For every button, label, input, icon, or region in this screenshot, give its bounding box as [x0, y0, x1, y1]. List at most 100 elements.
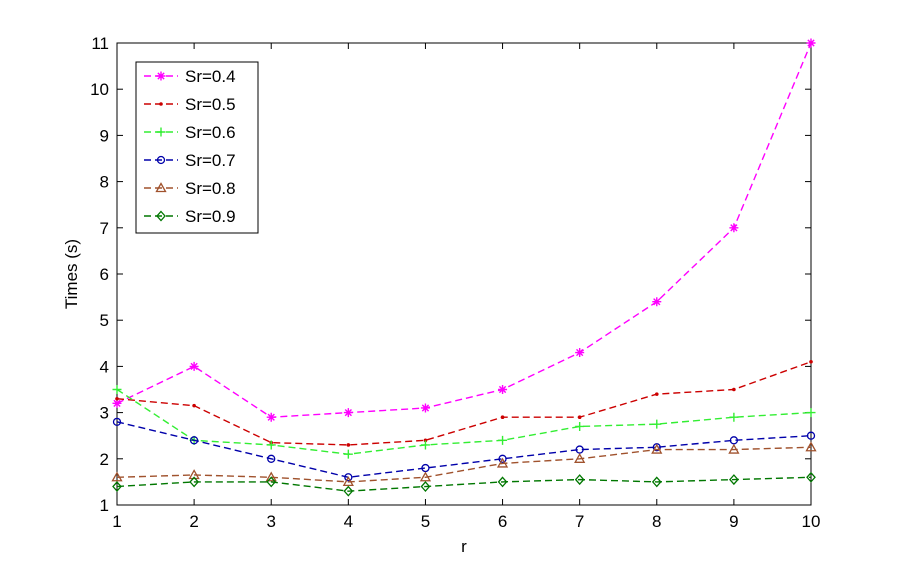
x-tick-label: 4 [344, 512, 353, 531]
data-point-plus [112, 385, 122, 394]
data-point-star [420, 403, 430, 413]
data-point-star [729, 223, 739, 233]
legend-entry: Sr=0.5 [144, 95, 236, 114]
x-tick-label: 9 [729, 512, 738, 531]
data-point-diamond [112, 481, 122, 492]
data-point-dot [732, 387, 736, 392]
series-Sr=0.9 [112, 471, 816, 497]
data-point-triangle [651, 443, 663, 454]
legend-label: Sr=0.7 [185, 151, 236, 170]
legend-entry: Sr=0.8 [144, 179, 236, 198]
data-point-dot [423, 438, 428, 443]
x-tick-label: 3 [266, 512, 275, 531]
data-point-circle [156, 155, 166, 165]
data-point-circle [189, 436, 199, 445]
legend-box [135, 61, 259, 234]
data-point-plus [652, 419, 662, 429]
legend: Sr=0.4 Sr=0.5 Sr=0.6 Sr=0.7 Sr=0.8 Sr=0.9 [135, 61, 259, 234]
legend-label: Sr=0.6 [185, 123, 236, 142]
y-tick-label: 11 [91, 34, 109, 53]
data-point-triangle [265, 471, 277, 482]
series-line [116, 42, 812, 418]
data-point-star [343, 408, 353, 418]
data-point-triangle [574, 452, 586, 463]
series-Sr=0.4 [112, 38, 816, 422]
data-point-plus [575, 421, 585, 431]
legend-entry: Sr=0.6 [144, 123, 236, 142]
series-line [116, 476, 812, 492]
data-point-dot [115, 396, 119, 401]
legend-entry: Sr=0.4 [144, 67, 236, 86]
data-point-dot [159, 102, 163, 106]
data-point-dot [654, 392, 659, 396]
x-tick-label: 1 [112, 512, 121, 531]
series-layer [111, 38, 817, 497]
data-point-star [498, 385, 508, 394]
data-point-plus [729, 412, 739, 422]
legend-entry: Sr=0.7 [144, 151, 236, 170]
data-point-circle [112, 417, 122, 426]
data-point-dot [500, 415, 505, 420]
data-point-triangle [111, 471, 123, 482]
data-point-triangle [419, 471, 432, 482]
data-point-diamond [729, 474, 739, 486]
data-point-diamond [420, 481, 431, 492]
data-point-dot [192, 403, 196, 408]
data-point-diamond [574, 474, 585, 486]
data-point-plus [343, 449, 353, 459]
data-point-dot [809, 359, 813, 364]
data-point-diamond [497, 476, 508, 488]
data-point-plus [420, 440, 430, 450]
x-tick-label: 5 [421, 512, 430, 531]
data-point-star [156, 71, 166, 81]
data-point-star [112, 398, 122, 408]
legend-label: Sr=0.5 [185, 95, 236, 114]
data-point-circle [344, 473, 353, 482]
x-tick-label: 6 [498, 512, 507, 531]
data-point-diamond [651, 476, 662, 488]
y-tick-label: 1 [100, 496, 109, 515]
data-point-circle [806, 431, 816, 440]
series-Sr=0.8 [111, 441, 817, 487]
data-point-dot [346, 443, 351, 447]
data-point-triangle [188, 469, 200, 480]
data-point-circle [498, 454, 507, 463]
data-point-triangle [496, 457, 509, 468]
y-tick-label: 8 [100, 173, 109, 192]
data-point-star [189, 361, 199, 371]
series-line [116, 388, 812, 455]
y-tick-label: 5 [100, 311, 109, 330]
series-line [116, 421, 812, 478]
x-tick-label: 2 [189, 512, 198, 531]
data-point-star [652, 297, 662, 307]
y-tick-label: 7 [100, 219, 109, 238]
data-point-triangle [805, 441, 817, 452]
data-point-diamond [189, 476, 199, 488]
x-tick-label: 7 [575, 512, 584, 531]
y-tick-label: 2 [100, 450, 109, 469]
y-tick-label: 3 [100, 404, 109, 423]
series-Sr=0.5 [115, 359, 813, 447]
x-tick-label: 10 [802, 512, 821, 531]
data-point-triangle [155, 182, 167, 193]
y-axis-ticks: 1 2 3 4 5 6 7 8 9 10 11 [90, 34, 811, 515]
data-point-diamond [266, 476, 277, 488]
x-tick-label: 8 [652, 512, 661, 531]
data-point-triangle [342, 476, 354, 487]
data-point-diamond [156, 210, 166, 222]
data-point-triangle [728, 443, 740, 454]
y-tick-label: 4 [100, 357, 109, 376]
data-point-diamond [806, 471, 816, 483]
legend-label: Sr=0.8 [185, 179, 236, 198]
y-tick-label: 6 [100, 265, 109, 284]
series-line [116, 361, 812, 446]
data-point-star [266, 412, 276, 422]
data-point-diamond [343, 485, 354, 497]
data-point-plus [806, 408, 816, 418]
data-point-plus [498, 435, 508, 445]
series-line [116, 446, 812, 483]
x-axis-label: r [461, 537, 467, 556]
legend-label: Sr=0.4 [185, 67, 236, 86]
y-axis-label: Times (s) [62, 239, 81, 309]
